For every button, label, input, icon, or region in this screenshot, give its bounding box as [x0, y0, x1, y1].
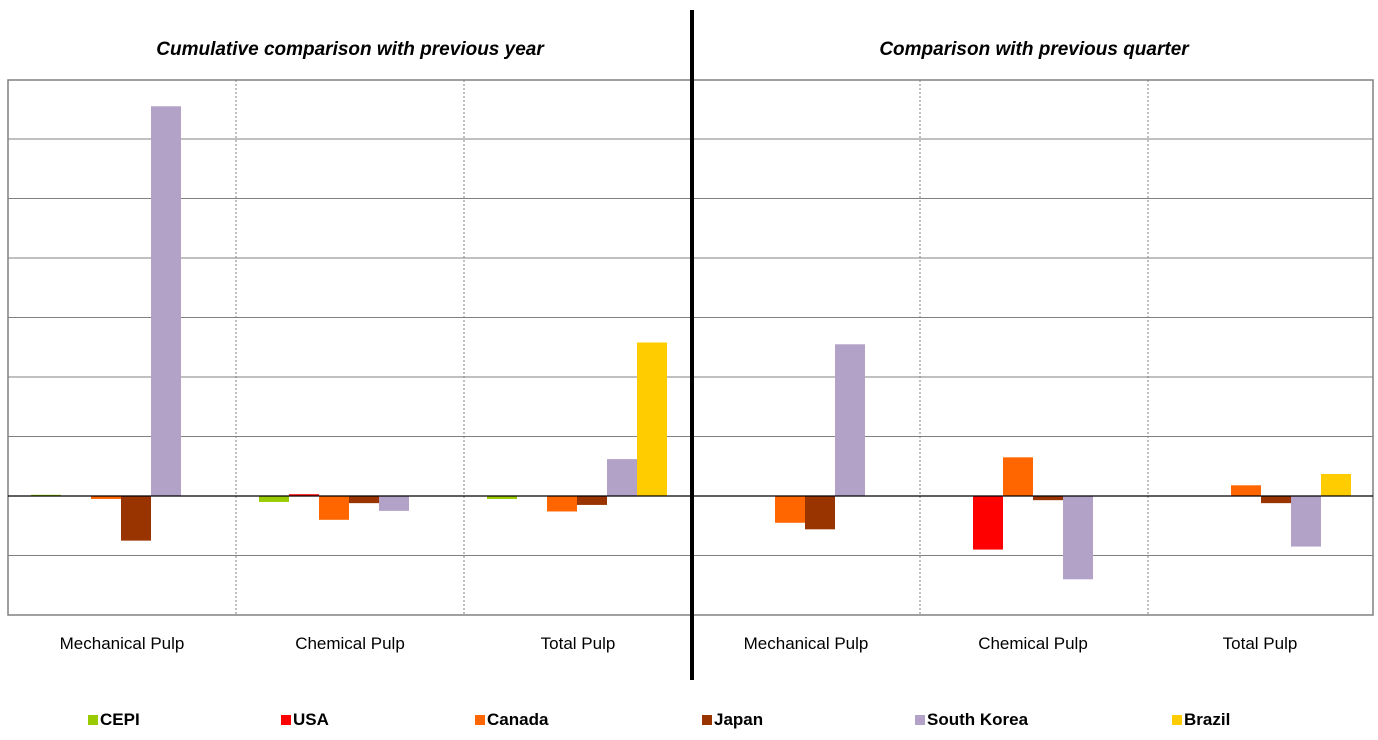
legend-label-brazil: Brazil — [1184, 710, 1230, 729]
x-tick-label: Chemical Pulp — [295, 634, 405, 653]
legend-swatch-south-korea — [915, 715, 925, 725]
bar-cepi — [259, 496, 289, 502]
bar-usa — [973, 496, 1003, 550]
bar-south-korea — [1291, 496, 1321, 547]
legend-swatch-usa — [281, 715, 291, 725]
bar-canada — [319, 496, 349, 520]
bar-south-korea — [835, 344, 865, 496]
bar-usa — [289, 494, 319, 496]
bar-japan — [1261, 496, 1291, 504]
bar-south-korea — [379, 496, 409, 511]
bar-japan — [349, 496, 379, 504]
bar-cepi — [487, 496, 517, 499]
bar-canada — [775, 496, 805, 523]
legend-label-japan: Japan — [714, 710, 763, 729]
bar-japan — [805, 496, 835, 530]
x-tick-label: Total Pulp — [1223, 634, 1298, 653]
legend-swatch-cepi — [88, 715, 98, 725]
x-tick-label: Total Pulp — [541, 634, 616, 653]
chart-title-right: Comparison with previous quarter — [879, 39, 1190, 60]
bar-japan — [121, 496, 151, 541]
legend-label-canada: Canada — [487, 710, 549, 729]
axis-layer — [8, 10, 1373, 680]
legend-label-south-korea: South Korea — [927, 710, 1029, 729]
bar-canada — [1003, 457, 1033, 496]
legend-swatch-japan — [702, 715, 712, 725]
legend: CEPI USA Canada Japan South Korea Brazil — [88, 710, 1230, 729]
bar-south-korea — [607, 459, 637, 496]
legend-label-cepi: CEPI — [100, 710, 140, 729]
bars-layer — [31, 106, 1351, 580]
bar-south-korea — [151, 106, 181, 497]
chart-title-left: Cumulative comparison with previous year — [156, 39, 545, 60]
bar-canada — [91, 496, 121, 499]
bar-south-korea — [1063, 496, 1093, 580]
bar-canada — [1231, 485, 1261, 496]
bar-brazil — [637, 342, 667, 496]
x-tick-label: Mechanical Pulp — [60, 634, 185, 653]
bar-japan — [577, 496, 607, 505]
legend-label-usa: USA — [293, 710, 329, 729]
legend-swatch-brazil — [1172, 715, 1182, 725]
x-tick-label: Chemical Pulp — [978, 634, 1088, 653]
x-tick-label: Mechanical Pulp — [744, 634, 869, 653]
bar-japan — [1033, 496, 1063, 501]
bar-canada — [547, 496, 577, 512]
bar-brazil — [1321, 473, 1351, 496]
legend-swatch-canada — [475, 715, 485, 725]
